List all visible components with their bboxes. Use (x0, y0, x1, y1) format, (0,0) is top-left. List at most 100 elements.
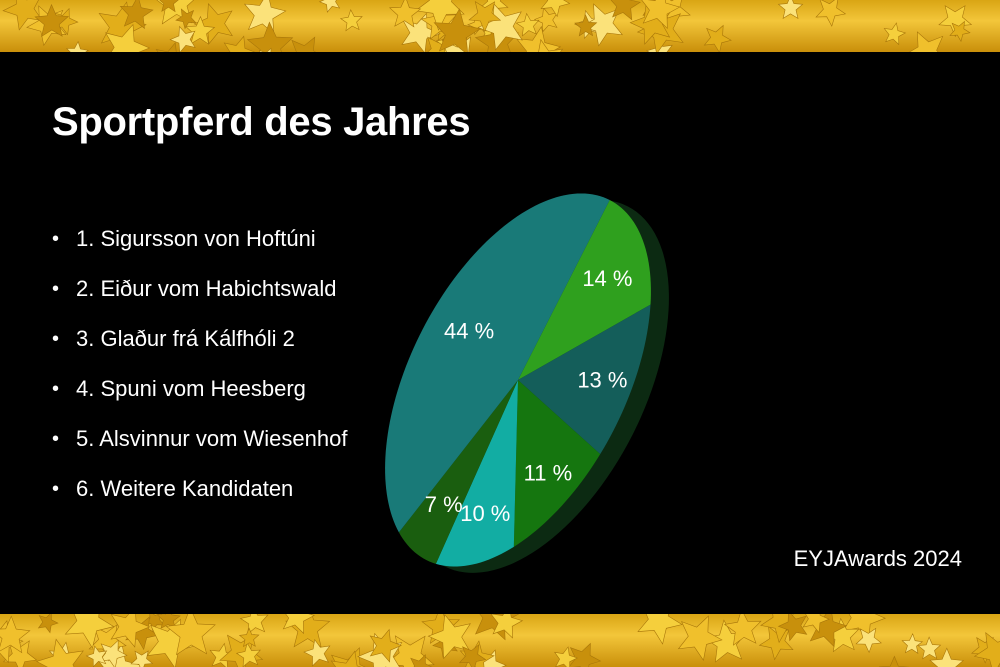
pie-slice (518, 304, 651, 455)
star-icon (758, 625, 794, 661)
star-icon (155, 41, 177, 52)
star-icon (303, 638, 331, 667)
star-icon (427, 614, 471, 660)
candidate-name: 4. Spuni vom Heesberg (76, 376, 306, 401)
star-icon (677, 615, 723, 661)
star-icon (777, 0, 804, 20)
star-icon (610, 0, 641, 21)
star-icon (246, 21, 294, 52)
star-icon (515, 12, 540, 37)
candidate-item: • 3. Glaður frá Kálfhóli 2 (52, 328, 347, 378)
pie-slice (518, 200, 651, 380)
star-icon (159, 0, 179, 13)
bullet-icon: • (52, 478, 60, 500)
star-icon (540, 0, 571, 18)
candidate-item: • 6. Weitere Kandidaten (52, 478, 347, 528)
star-icon (243, 0, 287, 35)
candidate-item: • 4. Spuni vom Heesberg (52, 378, 347, 428)
star-icon (723, 614, 762, 646)
star-icon (64, 614, 115, 649)
candidate-name: 1. Sigursson von Hoftúni (76, 226, 316, 251)
pie-slice-label: 10 % (460, 501, 510, 526)
star-icon (85, 645, 108, 667)
star-icon (883, 22, 907, 46)
pie-slice (398, 380, 518, 564)
star-icon (842, 614, 886, 641)
star-icon (258, 47, 272, 52)
star-icon (65, 40, 89, 52)
star-icon (330, 650, 362, 667)
candidate-name: 3. Glaður frá Kálfhóli 2 (76, 326, 295, 351)
star-icon (815, 0, 847, 27)
pie-slice (435, 380, 518, 567)
star-icon (37, 614, 59, 634)
bullet-icon: • (52, 278, 60, 300)
star-icon (369, 628, 402, 663)
star-icon (433, 8, 481, 52)
star-icon (98, 639, 128, 667)
pie-slice-label: 7 % (425, 492, 463, 517)
star-icon (824, 617, 860, 653)
star-icon (929, 647, 965, 667)
star-icon (641, 0, 681, 30)
star-icon (282, 614, 315, 635)
star-icon (110, 614, 151, 648)
pie-slice-label: 44 % (444, 319, 494, 344)
star-icon (156, 614, 181, 630)
candidate-name: 2. Eiður vom Habichtswald (76, 276, 337, 301)
footer-label: EYJAwards 2024 (793, 546, 962, 571)
star-icon (802, 614, 830, 634)
star-icon (533, 7, 558, 33)
pie-chart: 14 % 13 % 11 % 10 %7 % 44 % (385, 193, 669, 573)
star-icon (165, 614, 216, 656)
star-icon (238, 627, 260, 648)
star-icon (0, 615, 31, 654)
star-icon (339, 9, 363, 32)
star-icon (130, 650, 154, 667)
pie-slice-label: 11 % (524, 460, 573, 485)
star-icon (490, 614, 524, 639)
star-icon (175, 8, 197, 30)
candidate-list: • 1. Sigursson von Hoftúni • 2. Eiður vom H… (52, 228, 347, 528)
star-icon (318, 0, 341, 13)
star-icon (410, 654, 433, 667)
slide: Sportpferd des Jahres • 1. Sigursson von … (0, 52, 1000, 614)
candidate-item: • 5. Alsvinnur vom Wiesenhof (52, 428, 347, 478)
star-icon (477, 3, 523, 51)
candidate-item: • 2. Eiður vom Habichtswald (52, 278, 347, 328)
star-icon (580, 3, 623, 47)
star-icon (235, 642, 262, 667)
candidate-item: • 1. Sigursson von Hoftúni (52, 228, 347, 278)
star-icon (703, 24, 732, 52)
bullet-icon: • (52, 228, 60, 250)
star-icon (855, 627, 882, 654)
star-icon (554, 646, 578, 667)
pie-slice-label: 13 % (577, 368, 627, 393)
star-icon (949, 20, 971, 43)
star-icon (568, 642, 602, 667)
pie-slice (385, 193, 610, 533)
star-icon (637, 614, 683, 645)
star-icon (938, 5, 973, 38)
candidate-name: 6. Weitere Kandidaten (76, 476, 294, 501)
star-icon (878, 655, 910, 667)
star-icon (169, 25, 196, 52)
star-icon (51, 7, 79, 36)
gold-star-border-top (0, 0, 1000, 52)
star-icon (119, 0, 154, 30)
star-icon (105, 23, 151, 52)
bullet-icon: • (52, 328, 60, 350)
star-icon (468, 0, 502, 33)
star-icon (538, 38, 564, 52)
star-icon (35, 638, 84, 667)
candidate-name: 5. Alsvinnur vom Wiesenhof (76, 426, 348, 451)
star-icon (574, 14, 598, 37)
star-icon (973, 632, 1000, 667)
star-icon (291, 36, 316, 52)
star-icon (34, 3, 70, 38)
star-icon (777, 614, 808, 642)
pie-slice (513, 380, 601, 547)
star-icon (185, 15, 216, 45)
gold-star-border-bottom (0, 614, 1000, 667)
star-icon (458, 644, 487, 667)
